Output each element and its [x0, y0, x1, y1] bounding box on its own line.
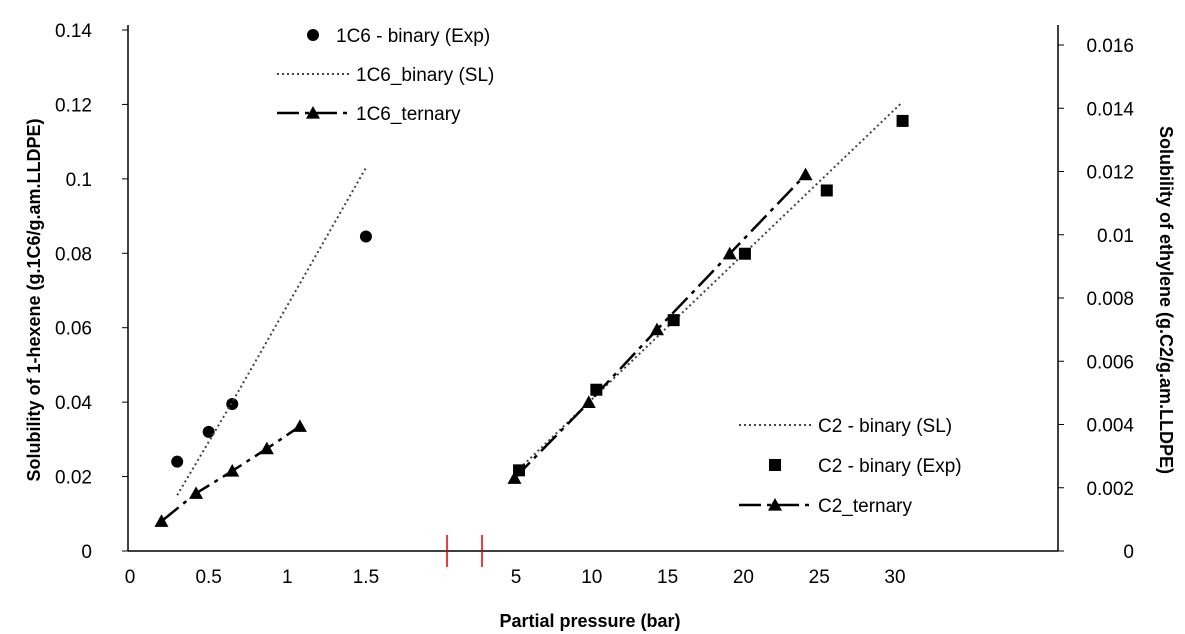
data-point-c2-binary-exp	[667, 314, 680, 327]
y-axis-right-title: Solubility of ethylene (g.C2/g.am.LLDPE)	[1156, 126, 1176, 474]
y-right-tick-label: 0.002	[1086, 479, 1134, 500]
data-point-1c6-ternary	[189, 486, 204, 499]
x-tick-label: 20	[733, 567, 754, 588]
y-left-tick-label: 0.08	[55, 244, 92, 265]
y-left-tick-label: 0.04	[55, 393, 92, 414]
data-point-1c6-ternary	[225, 463, 240, 477]
y-left-tick-label: 0.14	[55, 21, 92, 42]
series-line-1c6-binary-sl	[176, 167, 367, 496]
y-right-tick-label: 0.006	[1086, 352, 1134, 373]
data-point-c2-binary-exp	[820, 184, 833, 197]
legend-label-1c6-binary-sl: 1C6_binary (SL)	[356, 65, 494, 86]
data-point-c2-binary-exp	[896, 114, 909, 127]
axes-layer: 0 0.02 0.04 0.06 0.08 0.1 0.12 0.14 0 0.002 0.004 0…	[55, 21, 1134, 588]
x-tick-label: 15	[657, 567, 678, 588]
y-left-tick-label: 0.02	[55, 468, 92, 489]
x-axis-title: Partial pressure (bar)	[499, 611, 680, 631]
y-right-tick-label: 0.01	[1097, 226, 1134, 247]
legend-label-c2-binary-sl: C2 - binary (SL)	[818, 416, 952, 437]
legend-marker-1c6-ternary	[306, 106, 320, 119]
x-tick-label: 0.5	[195, 567, 221, 588]
y-right-tick-label: 0	[1123, 542, 1134, 563]
data-point-1c6-ternary	[154, 514, 169, 527]
y-right-tick-label: 0.016	[1086, 36, 1134, 57]
y-right-tick-label: 0.008	[1086, 289, 1134, 310]
legend-marker-c2-ternary	[768, 498, 782, 511]
y-left-tick-label: 0	[81, 542, 92, 563]
data-point-c2-binary-exp	[738, 247, 751, 260]
data-point-c2-ternary	[507, 471, 522, 484]
y-left-tick-label: 0.1	[66, 170, 92, 191]
data-point-c2-ternary	[649, 322, 664, 336]
data-point-1c6-binary-exp	[359, 230, 372, 243]
y-left-tick-label: 0.06	[55, 319, 92, 340]
data-point-1c6-ternary	[259, 441, 274, 455]
data-point-c2-ternary	[581, 395, 596, 408]
x-tick-label: 1	[282, 567, 293, 588]
legend-marker-1c6-binary-exp	[307, 29, 319, 41]
y-left-tick-label: 0.12	[55, 95, 92, 116]
y-right-tick-label: 0.014	[1086, 99, 1134, 120]
x-tick-label: 25	[809, 567, 830, 588]
x-tick-label: 5	[511, 567, 522, 588]
x-tick-label: 30	[884, 567, 905, 588]
data-point-1c6-binary-exp	[202, 425, 215, 438]
series-layer	[154, 101, 909, 527]
legend-label-c2-binary-exp: C2 - binary (Exp)	[818, 456, 962, 477]
x-tick-label: 10	[581, 567, 602, 588]
y-axis-left-title: Solubility of 1-hexene (g.1C6/g.am.LLDPE…	[24, 118, 44, 481]
data-point-c2-ternary	[722, 246, 737, 260]
data-point-c2-ternary	[798, 167, 813, 181]
x-tick-label: 1.5	[353, 567, 379, 588]
series-line-c2-binary-sl	[515, 101, 904, 473]
y-right-tick-label: 0.012	[1086, 163, 1134, 184]
data-point-c2-binary-exp	[513, 464, 526, 477]
data-point-1c6-ternary	[292, 419, 307, 432]
legend-label-1c6-ternary: 1C6_ternary	[356, 104, 461, 125]
series-line-c2-ternary	[513, 173, 807, 480]
x-tick-label: 0	[125, 567, 136, 588]
legend-marker-c2-binary-exp	[769, 459, 781, 471]
legend-label-1c6-binary-exp: 1C6 - binary (Exp)	[336, 26, 490, 47]
y-right-tick-label: 0.004	[1086, 416, 1134, 437]
legend-layer: 1C6 - binary (Exp) 1C6_binary (SL) 1C6_ter…	[277, 26, 962, 517]
data-point-1c6-binary-exp	[171, 455, 184, 468]
legend-label-c2-ternary: C2_ternary	[818, 496, 912, 517]
